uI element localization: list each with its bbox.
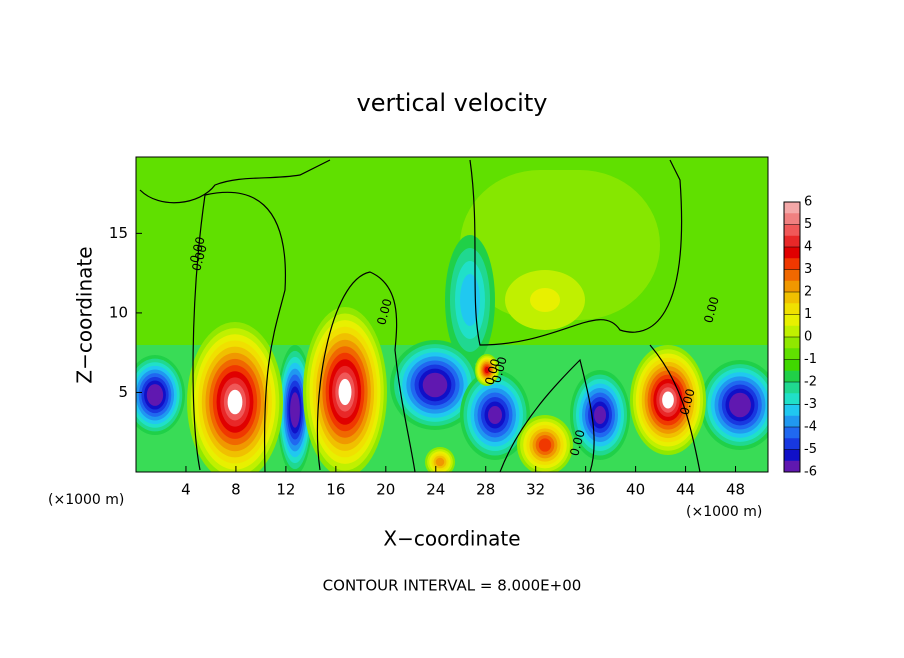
contour-label: 0.00 xyxy=(187,235,207,264)
colorbar: 6 5 4 3 2 1 0 -1 -2 -3 -4 -5 -6 xyxy=(783,195,817,480)
x-tick-label: 16 xyxy=(326,481,345,499)
field-shade xyxy=(435,457,445,467)
colorbar-label: -6 xyxy=(804,465,817,480)
colorbar-band xyxy=(784,314,800,327)
colorbar-band xyxy=(784,280,800,293)
x-tick-label: 28 xyxy=(476,481,495,499)
field-shade xyxy=(338,378,352,406)
x-tick-label: 36 xyxy=(576,481,595,499)
colorbar-band xyxy=(784,224,800,237)
x-tick-label: 40 xyxy=(626,481,645,499)
contour-label: 0.00 xyxy=(189,243,209,272)
field-shade xyxy=(732,396,748,414)
field-shade xyxy=(484,366,490,374)
colorbar-band xyxy=(784,382,800,394)
y-tick-label: 10 xyxy=(109,303,128,321)
colorbar-band xyxy=(784,325,800,338)
colorbar-label: -5 xyxy=(804,442,817,457)
colorbar-label: 0 xyxy=(804,330,812,345)
colorbar-band xyxy=(784,202,800,214)
x-tick-label: 24 xyxy=(426,481,445,499)
contour-label: 0.00 xyxy=(677,387,697,416)
footer: CONTOUR INTERVAL = 8.000E+00 xyxy=(323,577,582,595)
x-tick-label: 48 xyxy=(726,481,745,499)
contour-line xyxy=(316,271,416,472)
field-shade xyxy=(662,391,674,409)
y-axis-label: Z−coordinate xyxy=(73,246,97,383)
field-shade xyxy=(488,406,502,424)
colorbar-band xyxy=(784,348,800,360)
chart-title: vertical velocity xyxy=(357,89,548,117)
x-tick-label: 4 xyxy=(181,481,191,499)
colorbar-band xyxy=(784,427,800,439)
field-shade xyxy=(460,274,480,326)
contour-label: 0.00 xyxy=(482,357,502,386)
colorbar-band xyxy=(784,359,800,372)
contour-label: 0.00 xyxy=(374,297,394,326)
field-shade xyxy=(594,406,606,424)
contour-line xyxy=(192,191,286,472)
colorbar-label: 5 xyxy=(804,217,812,232)
field-shade xyxy=(538,438,552,452)
colorbar-band xyxy=(784,404,800,417)
colorbar-label: -1 xyxy=(804,352,817,367)
colorbar-label: 4 xyxy=(804,240,812,255)
field-shade xyxy=(426,376,444,394)
x-tick-label: 44 xyxy=(676,481,695,499)
contour-line xyxy=(139,159,331,204)
contour-label: 0.00 xyxy=(567,428,587,457)
x-tick-label: 32 xyxy=(526,481,545,499)
contour-line xyxy=(469,159,683,346)
colorbar-band xyxy=(784,213,800,225)
colorbar-band xyxy=(784,393,800,405)
colorbar-label: -3 xyxy=(804,397,817,412)
colorbar-label: 6 xyxy=(804,195,812,210)
colorbar-band xyxy=(784,460,800,473)
x-unit: (×1000 m) xyxy=(48,492,124,508)
colorbar-band xyxy=(784,247,800,259)
colorbar-label: -2 xyxy=(804,375,817,390)
field-shade xyxy=(149,387,161,403)
x-tick-label: 12 xyxy=(276,481,295,499)
y-tick-label: 15 xyxy=(109,224,128,242)
contour-label: 0.00 xyxy=(701,295,721,324)
colorbar-label: 1 xyxy=(804,307,812,322)
colorbar-band xyxy=(784,303,800,315)
x-axis-label: X−coordinate xyxy=(383,527,520,551)
contour-line xyxy=(499,358,595,472)
contour-label: 0.00 xyxy=(489,355,509,384)
colorbar-band xyxy=(784,370,800,383)
colorbar-band xyxy=(784,269,800,282)
field-shade xyxy=(227,389,243,415)
field-upper xyxy=(530,288,560,312)
colorbar-band xyxy=(784,449,800,462)
y-tick-label: 5 xyxy=(118,383,128,401)
plot-frame xyxy=(135,156,769,473)
colorbar-label: 3 xyxy=(804,262,812,277)
x-unit: (×1000 m) xyxy=(686,504,762,520)
colorbar-band xyxy=(784,337,800,349)
field-shade xyxy=(291,398,299,422)
field-upper xyxy=(460,170,660,320)
colorbar-label: 2 xyxy=(804,285,812,300)
colorbar-band xyxy=(784,415,800,428)
colorbar-band xyxy=(784,258,800,270)
x-tick-label: 8 xyxy=(231,481,241,499)
colorbar-band xyxy=(784,235,800,248)
contour-line xyxy=(649,344,701,472)
colorbar-band xyxy=(784,438,800,450)
field: 0.000.000.000.000.000.000.000.00 xyxy=(136,157,768,472)
colorbar-label: -4 xyxy=(804,420,817,435)
x-tick-label: 20 xyxy=(376,481,395,499)
colorbar-band xyxy=(784,292,800,304)
